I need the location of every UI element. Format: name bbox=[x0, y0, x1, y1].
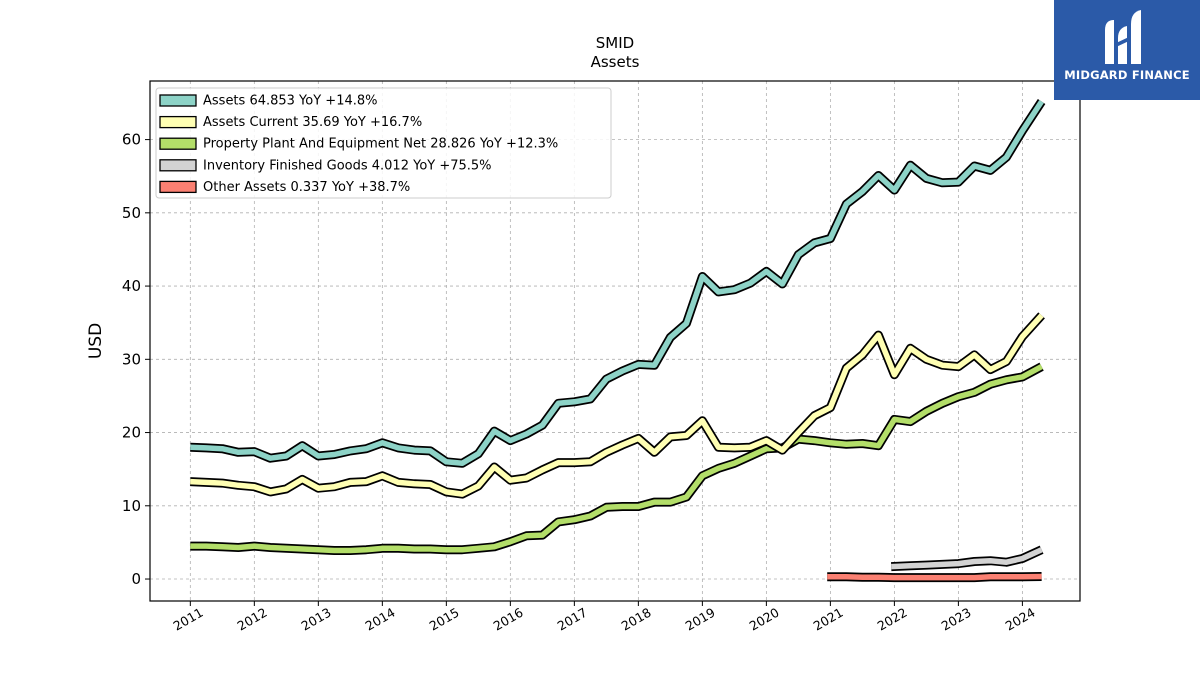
y-axis-label: USD bbox=[86, 323, 106, 359]
legend-box bbox=[155, 87, 612, 199]
series-line bbox=[190, 99, 1044, 467]
x-tick-label: 2016 bbox=[491, 605, 526, 634]
x-axis: 2011 2012 2013 2014 2015 2016 2017 2018 2019 2020… bbox=[171, 601, 1038, 634]
legend-label: Assets 64.853 YoY +14.8% bbox=[203, 94, 378, 109]
y-tick-label: 50 bbox=[122, 204, 141, 222]
x-tick-label: 2015 bbox=[427, 605, 462, 634]
chart-title: SMID bbox=[596, 34, 634, 52]
y-tick-label: 20 bbox=[122, 424, 141, 442]
x-tick-label: 2012 bbox=[235, 605, 270, 634]
x-tick-label: 2023 bbox=[939, 605, 974, 634]
series-property-plant-and-equipment-net bbox=[190, 362, 1044, 555]
legend-swatch bbox=[159, 115, 197, 129]
grid bbox=[150, 81, 1080, 601]
series-assets-current bbox=[190, 312, 1045, 499]
plot-frame bbox=[149, 80, 1081, 602]
x-tick-label: 2013 bbox=[299, 605, 334, 634]
y-tick-label: 0 bbox=[131, 570, 141, 588]
chart-subtitle: Assets bbox=[591, 53, 640, 71]
series-inventory-finished-goods bbox=[891, 545, 1044, 572]
logo-mark-icon bbox=[1105, 10, 1141, 64]
x-tick-label: 2018 bbox=[619, 605, 654, 634]
y-tick-label: 30 bbox=[122, 350, 141, 368]
series-line bbox=[190, 313, 1044, 497]
x-tick-label: 2017 bbox=[555, 605, 590, 634]
y-tick-label: 40 bbox=[122, 277, 141, 295]
series-line bbox=[891, 547, 1043, 570]
series-line bbox=[827, 573, 1042, 581]
legend-label: Other Assets 0.337 YoY +38.7% bbox=[203, 180, 410, 195]
y-axis: 0 10 20 30 40 50 60 bbox=[122, 131, 150, 588]
y-tick-label: 10 bbox=[122, 497, 141, 515]
x-tick-label: 2020 bbox=[747, 605, 782, 634]
legend-label: Inventory Finished Goods 4.012 YoY +75.5… bbox=[203, 158, 492, 173]
x-tick-label: 2011 bbox=[171, 605, 206, 634]
x-tick-label: 2024 bbox=[1003, 605, 1038, 634]
series-other-assets bbox=[827, 572, 1042, 583]
y-tick-label: 60 bbox=[122, 131, 141, 149]
series-line bbox=[190, 364, 1043, 554]
series-assets bbox=[190, 99, 1046, 468]
legend: Assets 64.853 YoY +14.8% Assets Current 3… bbox=[155, 87, 612, 199]
legend-swatch bbox=[159, 159, 197, 172]
legend-label: Property Plant And Equipment Net 28.826 … bbox=[203, 137, 558, 152]
legend-swatch bbox=[159, 180, 197, 194]
x-tick-label: 2022 bbox=[875, 605, 910, 634]
x-tick-label: 2019 bbox=[683, 605, 718, 634]
legend-swatch bbox=[159, 94, 197, 107]
x-tick-label: 2014 bbox=[363, 605, 398, 634]
series-layer bbox=[190, 99, 1046, 583]
logo-text: MIDGARD FINANCE bbox=[1064, 68, 1190, 82]
x-tick-label: 2021 bbox=[811, 605, 846, 634]
legend-swatch bbox=[159, 137, 197, 150]
legend-label: Assets Current 35.69 YoY +16.7% bbox=[203, 115, 422, 130]
brand-logo: MIDGARD FINANCE bbox=[1054, 0, 1200, 100]
